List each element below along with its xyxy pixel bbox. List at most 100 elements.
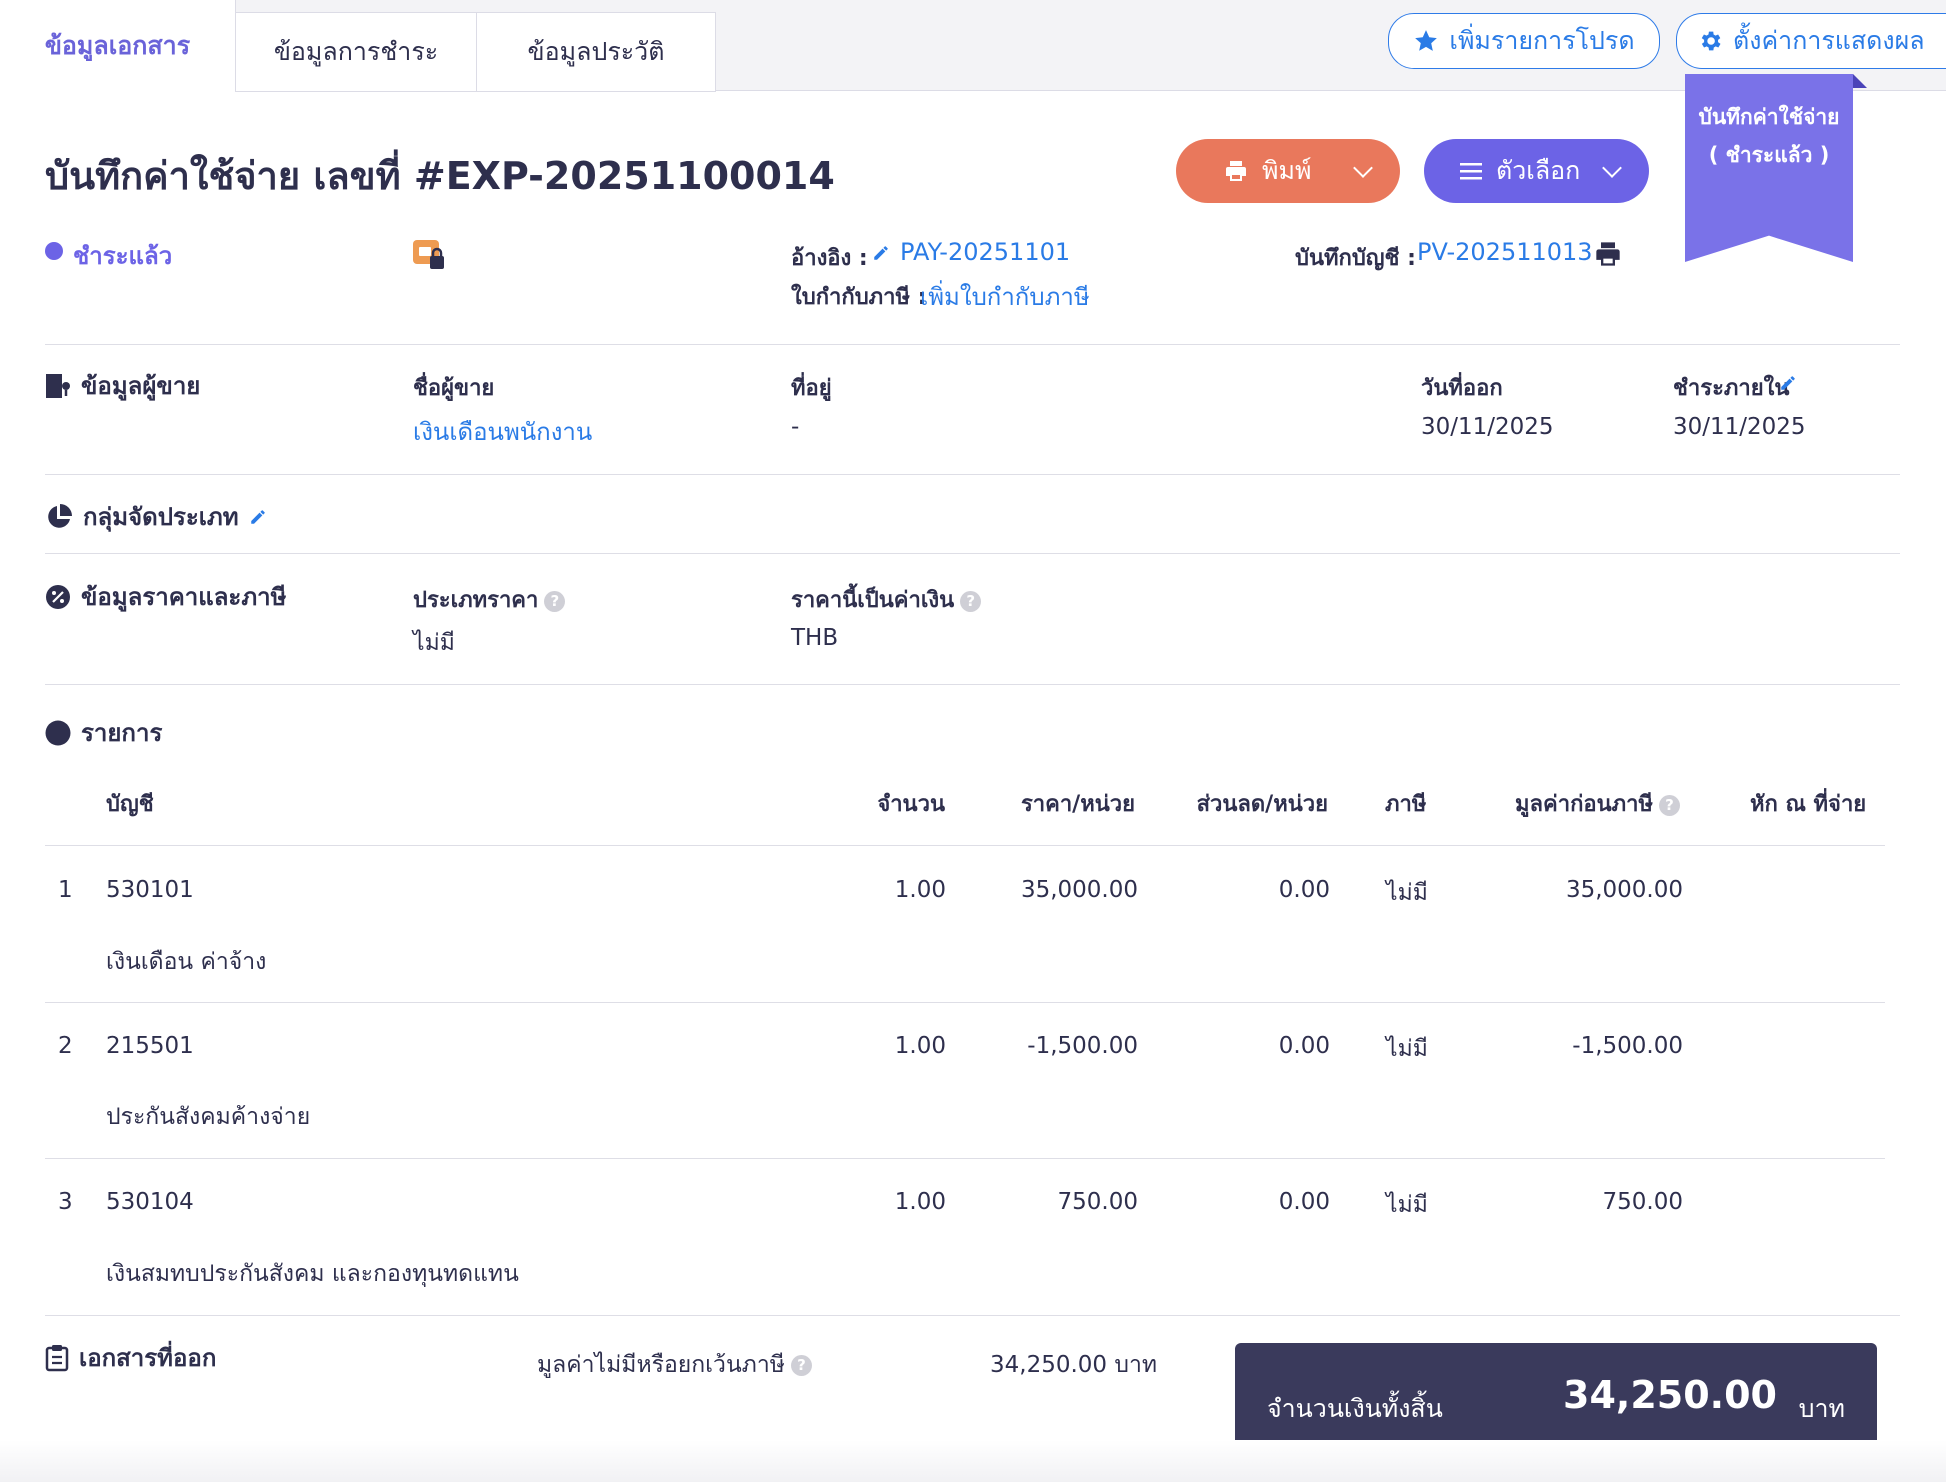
add-favorite-label: เพิ่มรายการโปรด: [1449, 26, 1635, 55]
circle-icon: [45, 720, 71, 745]
clipboard-icon: [45, 1344, 69, 1371]
display-settings-label: ตั้งค่าการแสดงผล: [1733, 26, 1925, 55]
issue-date-label: วันที่ออก: [1421, 376, 1503, 401]
price-type-value: ไม่มี: [413, 630, 455, 656]
row-number: 2: [58, 1033, 73, 1059]
row-tax: ไม่มี: [1386, 880, 1428, 906]
divider: [45, 1315, 1900, 1316]
grand-total-unit: บาท: [1798, 1394, 1845, 1423]
journal-label: บันทึกบัญชี :: [1295, 246, 1416, 271]
add-favorite-button[interactable]: เพิ่มรายการโปรด: [1388, 13, 1660, 69]
col-pre-tax-text: มูลค่าก่อนภาษี: [1515, 792, 1653, 817]
issued-docs-title: เอกสารที่ออก: [79, 1344, 217, 1372]
category-section-heading: กลุ่มจัดประเภท: [45, 497, 267, 536]
star-icon: [1415, 30, 1438, 51]
col-unit-price: ราคา/หน่วย: [1020, 792, 1135, 817]
print-button[interactable]: พิมพ์: [1176, 139, 1400, 203]
category-section-title: กลุ่มจัดประเภท: [83, 503, 239, 531]
seller-name-label: ชื่อผู้ขาย: [413, 376, 495, 401]
tab-history[interactable]: ข้อมูลประวัติ: [476, 12, 716, 92]
journal-link[interactable]: PV-202511013: [1417, 238, 1593, 266]
reference-link[interactable]: PAY-20251101: [900, 238, 1071, 266]
ribbon-line-2: ( ชำระแล้ว ): [1708, 143, 1830, 167]
page-title: บันทึกค่าใช้จ่าย เลขที่ #EXP-20251100014: [45, 154, 835, 198]
price-type-label-text: ประเภทราคา: [413, 588, 539, 613]
issue-date-value: 30/11/2025: [1421, 414, 1554, 440]
pencil-icon[interactable]: [1779, 374, 1797, 392]
seller-name-link[interactable]: เงินเดือนพนักงาน: [413, 418, 593, 446]
seller-section-title: ข้อมูลผู้ขาย: [81, 372, 201, 400]
options-button[interactable]: ตัวเลือก: [1424, 139, 1649, 203]
grand-total-amount: 34,250.00: [1563, 1373, 1777, 1417]
status-dot: [45, 242, 63, 260]
help-icon[interactable]: ?: [544, 590, 566, 612]
tab-payment-info[interactable]: ข้อมูลการชำระ: [235, 12, 477, 92]
pricing-section-title: ข้อมูลราคาและภาษี: [81, 583, 287, 611]
reference-label: อ้างอิง :: [791, 246, 868, 271]
currency-label: ราคานี้เป็นค่าเงิน?: [791, 582, 982, 617]
pencil-icon[interactable]: [249, 508, 267, 526]
discount-badge-icon: [46, 584, 70, 609]
building-icon: [46, 373, 70, 398]
chevron-down-icon: [1602, 158, 1622, 178]
chevron-down-icon: [1353, 158, 1373, 178]
price-type-label: ประเภทราคา?: [413, 582, 566, 617]
row-unit-price: -1,500.00: [1027, 1033, 1138, 1059]
col-account: บัญชี: [106, 792, 154, 817]
row-description: ประกันสังคมค้างจ่าย: [106, 1104, 311, 1130]
printer-icon[interactable]: [1594, 240, 1622, 268]
row-unit-price: 750.00: [1057, 1189, 1138, 1215]
col-qty: จำนวน: [877, 792, 945, 817]
status-badge: ชำระแล้ว: [73, 242, 173, 270]
row-description: เงินสมทบประกันสังคม และกองทุนทดแทน: [106, 1261, 519, 1287]
pencil-icon[interactable]: [872, 244, 890, 262]
gear-icon: [1701, 31, 1721, 51]
col-withholding: หัก ณ ที่จ่าย: [1750, 792, 1867, 817]
col-pre-tax: มูลค่าก่อนภาษี?: [1480, 786, 1680, 821]
row-unit-price: 35,000.00: [1020, 877, 1138, 903]
tab-document-info[interactable]: ข้อมูลเอกสาร: [0, 0, 236, 92]
exempt-label: มูลค่าไม่มีหรือยกเว้นภาษี?: [537, 1347, 812, 1383]
col-tax: ภาษี: [1385, 792, 1427, 817]
divider: [45, 684, 1900, 685]
status-ribbon: บันทึกค่าใช้จ่าย ( ชำระแล้ว ): [1685, 74, 1853, 262]
row-qty: 1.00: [894, 1189, 946, 1215]
items-section-heading: รายการ: [45, 713, 162, 752]
due-date-value: 30/11/2025: [1673, 414, 1806, 440]
row-discount: 0.00: [1278, 1189, 1330, 1215]
help-icon[interactable]: ?: [790, 1355, 812, 1376]
issued-docs-heading: เอกสารที่ออก: [45, 1338, 216, 1377]
help-icon[interactable]: ?: [1659, 794, 1680, 816]
address-label: ที่อยู่: [791, 376, 832, 401]
bottom-shadow: [0, 1440, 1946, 1482]
pie-chart-icon: [48, 503, 72, 528]
due-date-label: ชำระภายใน: [1673, 376, 1790, 401]
help-icon[interactable]: ?: [960, 590, 982, 612]
add-tax-invoice-link[interactable]: เพิ่มใบกำกับภาษี: [920, 283, 1090, 311]
exempt-value: 34,250.00 บาท: [990, 1352, 1158, 1378]
ribbon-line-1: บันทึกค่าใช้จ่าย: [1698, 105, 1840, 129]
row-number: 1: [58, 877, 73, 903]
print-label: พิมพ์: [1262, 156, 1312, 185]
pricing-section-heading: ข้อมูลราคาและภาษี: [45, 577, 286, 616]
locked-document-icon: [413, 240, 444, 269]
options-label: ตัวเลือก: [1496, 156, 1581, 185]
row-discount: 0.00: [1278, 1033, 1330, 1059]
divider: [45, 845, 1885, 846]
exempt-label-text: มูลค่าไม่มีหรือยกเว้นภาษี: [537, 1352, 785, 1378]
grand-total-label: จำนวนเงินทั้งสิ้น: [1267, 1394, 1443, 1423]
row-qty: 1.00: [894, 877, 946, 903]
row-tax: ไม่มี: [1386, 1036, 1428, 1062]
display-settings-button[interactable]: ตั้งค่าการแสดงผล: [1676, 13, 1946, 69]
row-account: 530101: [106, 877, 194, 903]
divider: [45, 344, 1900, 345]
row-description: เงินเดือน ค่าจ้าง: [106, 949, 267, 975]
tax-invoice-label: ใบกำกับภาษี :: [791, 285, 927, 310]
row-discount: 0.00: [1278, 877, 1330, 903]
menu-icon: [1460, 163, 1482, 180]
divider: [45, 553, 1900, 554]
divider: [45, 474, 1900, 475]
row-tax: ไม่มี: [1386, 1192, 1428, 1218]
printer-icon: [1226, 161, 1246, 181]
col-discount: ส่วนลด/หน่วย: [1196, 792, 1328, 817]
